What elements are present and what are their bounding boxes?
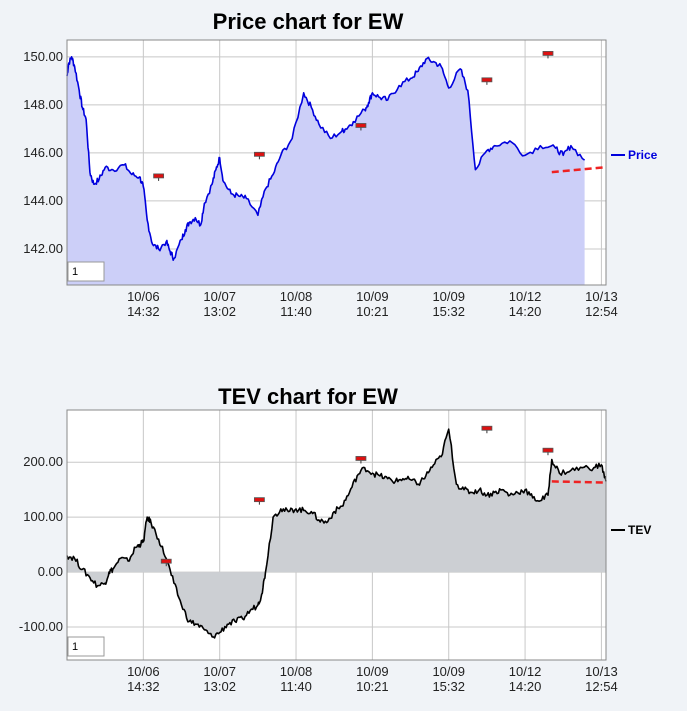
price-markers [153,51,554,181]
x-tick-date-label: 10/07 [203,289,236,304]
marker-flag [542,51,554,56]
x-tick-date-label: 10/09 [432,664,465,679]
x-tick-time-label: 13:02 [203,304,236,319]
y-tick-label: 144.00 [23,193,63,208]
x-tick-date-label: 10/12 [509,664,542,679]
price-chart-title: Price chart for EW [213,9,404,34]
x-tick-date-label: 10/09 [432,289,465,304]
x-tick-time-label: 12:54 [585,304,618,319]
price-range-input-value: 1 [72,266,78,278]
y-tick-label: -100.00 [19,619,63,634]
x-tick-time-label: 14:32 [127,304,160,319]
tev-chart: TEV chart for EW -100.00 0.00 100.00 200.00… [19,384,651,694]
y-tick-label: 200.00 [23,454,63,469]
tev-range-input-box[interactable] [67,636,105,657]
price-legend: Price [611,148,658,162]
marker-flag [153,173,165,179]
x-tick-date-label: 10/09 [356,664,389,679]
x-tick-date-label: 10/06 [127,289,160,304]
x-tick-time-label: 11:40 [280,304,312,319]
x-tick-date-label: 10/12 [509,289,542,304]
marker-flag [481,425,493,431]
x-tick-date-label: 10/13 [585,289,618,304]
price-range-input-box[interactable] [67,261,105,282]
x-tick-date-label: 10/13 [585,664,618,679]
x-tick-time-label: 13:02 [203,679,236,694]
price-range-input[interactable]: 1 [67,261,105,282]
tev-chart-title: TEV chart for EW [218,384,398,409]
price-x-axis: 10/0614:3210/0713:0210/0811:4010/0910:21… [127,289,618,319]
marker-flag [253,151,265,157]
marker-flag [355,456,367,461]
tev-x-axis: 10/0614:3210/0713:0210/0811:4010/0910:21… [127,664,618,694]
price-plot-frame [66,39,607,286]
price-chart: Price chart for EW 142.00 144.00 146.00 148… [23,9,657,319]
y-tick-label: 100.00 [23,509,63,524]
tev-range-input[interactable]: 1 [67,636,105,657]
marker-flag [355,123,367,128]
tev-trendline [551,480,606,484]
price-y-axis: 142.00 144.00 146.00 148.00 150.00 [23,49,63,256]
tev-y-axis: -100.00 0.00 100.00 200.00 [19,454,63,634]
tev-plot-frame [66,409,607,661]
x-tick-time-label: 10:21 [356,304,389,319]
y-tick-label: 142.00 [23,241,63,256]
trendline-dashed [551,480,606,484]
x-tick-date-label: 10/08 [280,664,313,679]
tev-series-line [66,428,607,639]
x-tick-time-label: 15:32 [432,679,465,694]
x-tick-time-label: 15:32 [432,304,465,319]
tev-markers [160,425,554,567]
price-area-fill [67,56,585,285]
marker-flag [253,497,265,503]
trendline-dashed [551,166,606,174]
series-line-path [66,428,607,639]
x-tick-date-label: 10/08 [280,289,313,304]
tev-legend-label: TEV [628,523,651,537]
x-tick-time-label: 14:20 [509,304,542,319]
marker-flag [160,558,172,564]
tev-legend: TEV [611,523,651,537]
marker-flag [481,77,493,83]
x-tick-time-label: 10:21 [356,679,389,694]
y-tick-label: 0.00 [38,564,63,579]
price-trendline [551,166,606,174]
y-tick-label: 150.00 [23,49,63,64]
marker-flag [542,447,554,453]
series-line-path [66,56,586,261]
price-series-line [66,56,586,261]
area-fill-path [67,56,585,285]
x-tick-date-label: 10/09 [356,289,389,304]
x-tick-time-label: 12:54 [585,679,618,694]
x-tick-time-label: 11:40 [280,679,312,694]
area-fill-path [67,429,606,638]
y-tick-label: 146.00 [23,145,63,160]
x-tick-date-label: 10/06 [127,664,160,679]
tev-range-input-value: 1 [72,641,78,653]
x-tick-time-label: 14:32 [127,679,160,694]
tev-area-fill [67,429,606,638]
x-tick-time-label: 14:20 [509,679,542,694]
price-legend-label: Price [628,148,658,162]
x-tick-date-label: 10/07 [203,664,236,679]
y-tick-label: 148.00 [23,97,63,112]
